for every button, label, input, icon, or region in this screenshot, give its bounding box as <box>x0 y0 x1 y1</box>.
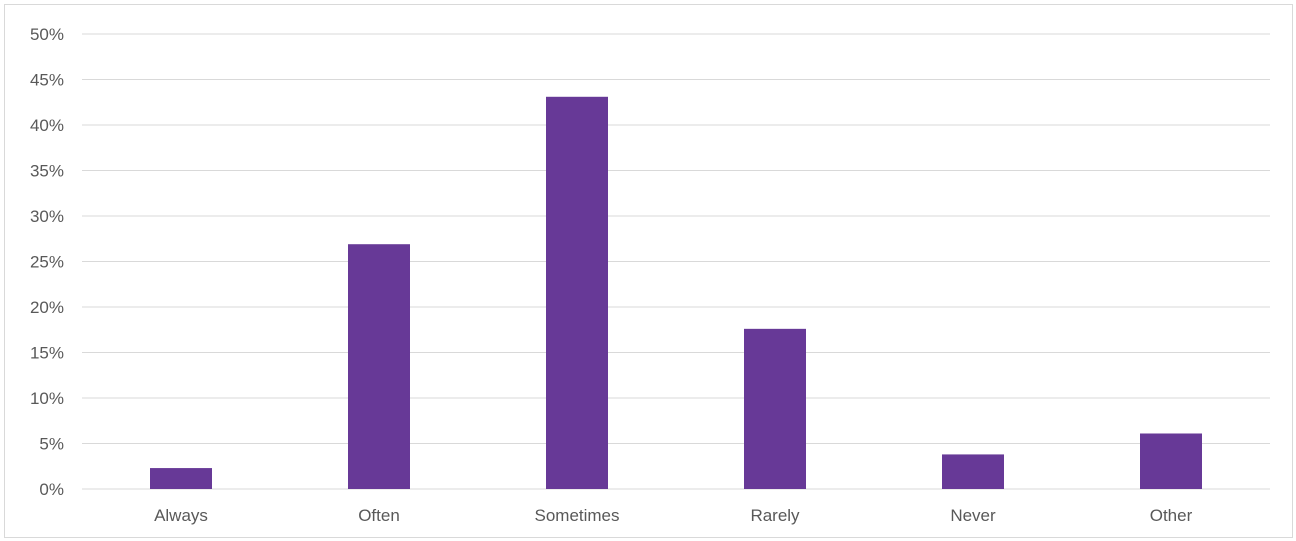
y-tick-label: 25% <box>30 253 64 272</box>
y-tick-label: 40% <box>30 116 64 135</box>
y-tick-label: 15% <box>30 344 64 363</box>
y-tick-label: 50% <box>30 25 64 44</box>
chart-frame <box>4 4 1293 538</box>
bar-rarely <box>744 328 806 489</box>
x-axis-ticks: Always Often Sometimes Rarely Never Other <box>154 506 1193 525</box>
x-tick-label-never: Never <box>950 506 996 525</box>
bar-other <box>1140 433 1202 489</box>
y-axis-ticks: 0% 5% 10% 15% 20% 25% 30% 35% 40% 45% 50% <box>30 25 64 499</box>
y-tick-label: 35% <box>30 162 64 181</box>
y-tick-label: 10% <box>30 389 64 408</box>
y-tick-label: 5% <box>39 435 64 454</box>
x-tick-label-sometimes: Sometimes <box>534 506 619 525</box>
x-tick-label-other: Other <box>1150 506 1193 525</box>
bar-never <box>942 454 1004 489</box>
y-tick-label: 0% <box>39 480 64 499</box>
bar-sometimes <box>546 96 608 489</box>
bar-often <box>348 244 410 489</box>
bar-always <box>150 468 212 489</box>
y-tick-label: 45% <box>30 71 64 90</box>
x-tick-label-rarely: Rarely <box>750 506 800 525</box>
bars <box>150 96 1202 489</box>
y-tick-label: 20% <box>30 298 64 317</box>
x-tick-label-often: Often <box>358 506 400 525</box>
y-tick-label: 30% <box>30 207 64 226</box>
x-tick-label-always: Always <box>154 506 208 525</box>
gridlines <box>82 33 1270 490</box>
